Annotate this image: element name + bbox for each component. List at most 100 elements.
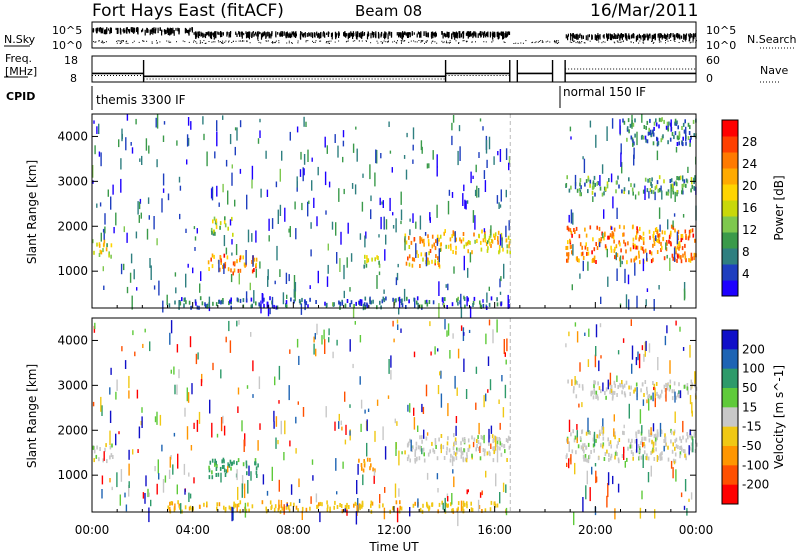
velocity-echo-cell xyxy=(639,448,641,453)
power-scatter-cell xyxy=(486,292,488,303)
noise-sample xyxy=(588,34,590,38)
search-noise-sample xyxy=(695,41,697,43)
velocity-scatter-cell xyxy=(434,346,436,355)
velocity-echo-cell xyxy=(656,391,658,396)
power-scatter-cell xyxy=(148,145,150,154)
power-echo-cell xyxy=(632,142,634,147)
power-echo-cell xyxy=(479,300,481,305)
velocity-echo-cell xyxy=(610,384,613,389)
power-scatter-cell xyxy=(307,201,309,217)
search-noise-sample xyxy=(395,41,397,43)
power-echo-cell xyxy=(459,300,461,305)
velocity-echo-cell xyxy=(448,448,451,453)
power-scatter-cell xyxy=(438,281,440,296)
velocity-scatter-cell xyxy=(638,353,641,369)
velocity-scatter-cell xyxy=(271,466,273,481)
velocity-scatter-cell xyxy=(310,496,312,504)
power-scatter-cell xyxy=(460,306,463,319)
search-noise-sample xyxy=(434,41,436,43)
search-noise-sample xyxy=(387,41,389,43)
power-echo-cell xyxy=(263,297,265,302)
noise-sample xyxy=(683,33,685,40)
velocity-scatter-cell xyxy=(302,407,305,417)
search-noise-sample xyxy=(538,40,540,42)
velocity-echo-cell xyxy=(329,508,331,513)
velocity-echo-cell xyxy=(229,506,232,511)
search-noise-sample xyxy=(445,42,447,44)
power-scatter-cell xyxy=(482,126,484,131)
power-colorbar-swatches xyxy=(722,120,738,297)
power-scatter-cell xyxy=(501,237,503,248)
power-scatter-cell xyxy=(102,229,105,233)
noise-sample xyxy=(185,28,188,33)
velocity-echo-cell xyxy=(667,457,670,462)
noise-sample xyxy=(268,32,270,39)
power-scatter-cell xyxy=(675,146,678,153)
noise-sample xyxy=(406,33,408,37)
power-scatter-cell xyxy=(607,276,609,287)
power-echo-cell xyxy=(428,300,431,304)
power-scatter-cell xyxy=(633,154,635,166)
noise-sample xyxy=(384,33,386,40)
velocity-scatter-cell xyxy=(425,384,428,397)
power-echo-cell xyxy=(675,247,677,252)
noise-sample xyxy=(251,33,253,38)
velocity-scatter-cell xyxy=(455,416,458,424)
power-scatter-cell xyxy=(374,172,376,187)
velocity-scatter-cell xyxy=(209,399,211,414)
power-scatter-cell xyxy=(130,253,133,264)
power-echo-cell xyxy=(253,257,256,262)
velocity-colorbar-swatch xyxy=(722,484,738,505)
search-noise-sample xyxy=(219,41,221,43)
power-scatter-cell xyxy=(299,169,302,177)
power-scatter-cell xyxy=(255,268,257,278)
power-scatter-cell xyxy=(451,122,453,131)
power-echo-cell xyxy=(449,243,452,248)
power-scatter-cell xyxy=(376,150,378,164)
velocity-scatter-cell xyxy=(447,403,449,417)
velocity-echo-cell xyxy=(576,381,578,385)
power-echo-cell xyxy=(678,246,680,251)
power-echo-cell xyxy=(444,297,446,302)
power-echo-cell xyxy=(480,240,482,245)
power-scatter-cell xyxy=(340,231,342,245)
search-noise-sample xyxy=(554,42,556,44)
power-echo-cell xyxy=(606,184,609,189)
velocity-scatter-cell xyxy=(607,472,610,486)
velocity-echo-cell xyxy=(675,444,678,449)
power-scatter-cell xyxy=(432,150,434,160)
velocity-echo-cell xyxy=(599,431,601,436)
velocity-scatter-cell xyxy=(128,375,130,389)
power-echo-cell xyxy=(446,305,448,309)
search-noise-sample xyxy=(358,40,360,42)
velocity-scatter-cell xyxy=(296,338,299,348)
power-echo-cell xyxy=(670,224,673,229)
velocity-echo-cell xyxy=(427,452,430,457)
velocity-echo-cell xyxy=(309,506,311,511)
noise-sample xyxy=(387,33,389,40)
power-scatter-cell xyxy=(475,164,477,173)
power-scatter-cell xyxy=(247,229,250,243)
power-echo-cell xyxy=(211,230,213,235)
power-scatter-cell xyxy=(136,287,138,291)
noise-tick-bottom-right: 10^0 xyxy=(706,39,736,52)
power-scatter-cell xyxy=(275,181,278,188)
velocity-echo-cell xyxy=(677,445,679,450)
power-echo-cell xyxy=(642,241,645,245)
power-scatter-cell xyxy=(582,156,584,160)
power-echo-cell xyxy=(227,226,229,231)
power-echo-cell xyxy=(429,249,432,253)
noise-sample xyxy=(252,31,254,34)
power-echo-cell xyxy=(680,259,683,264)
power-echo-cell xyxy=(478,233,480,238)
velocity-scatter-cell xyxy=(346,509,348,516)
search-noise-sample xyxy=(240,40,241,42)
noise-sample xyxy=(318,33,320,39)
power-echo-cell xyxy=(360,299,363,304)
velocity-scatter-cell xyxy=(595,324,598,338)
power-echo-cell xyxy=(366,259,368,264)
power-scatter-cell xyxy=(317,270,319,284)
velocity-scatter-cell xyxy=(354,321,356,325)
power-echo-cell xyxy=(625,249,627,254)
search-noise-sample xyxy=(119,43,121,44)
